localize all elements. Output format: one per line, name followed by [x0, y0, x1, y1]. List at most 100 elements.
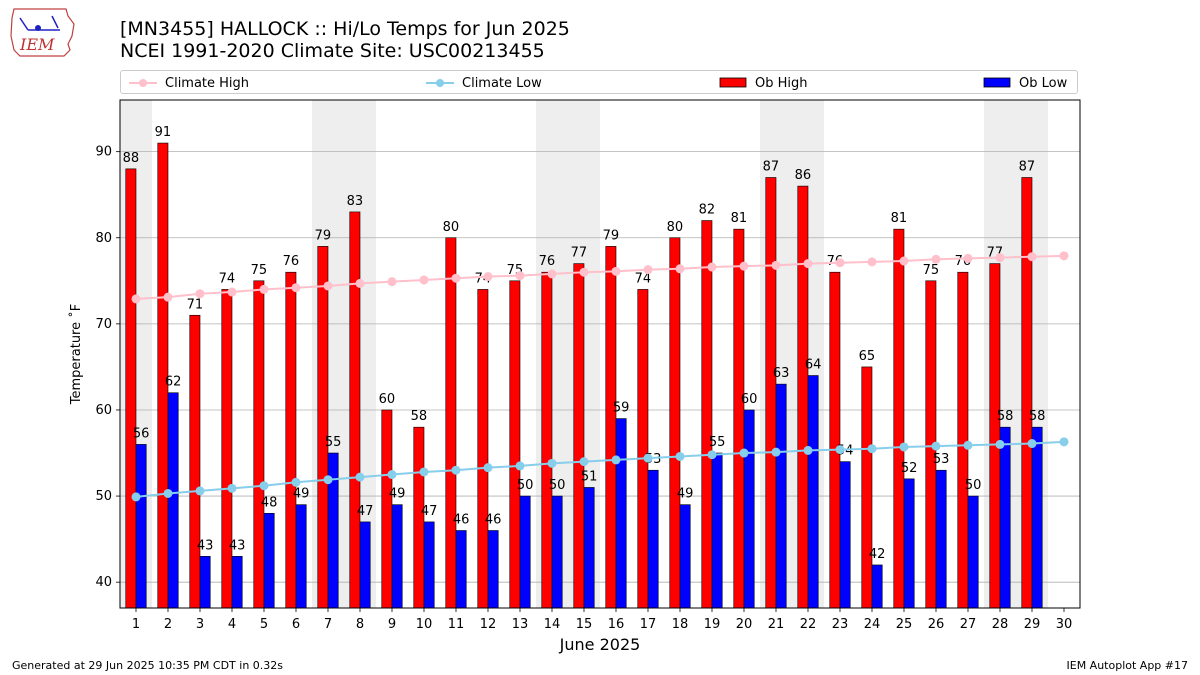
ob-high-bar [957, 271, 969, 609]
climate-high-point [131, 294, 141, 304]
legend: Climate High Climate Low Ob High Ob Low [120, 70, 1078, 94]
ob-low-label: 42 [869, 547, 886, 562]
climate-high-point [355, 278, 365, 288]
y-tick-label: 40 [95, 575, 112, 590]
climate-high-point [547, 269, 557, 279]
legend-ob-high: Ob High [719, 73, 808, 93]
climate-high-point [899, 256, 909, 266]
ob-high-bar [605, 246, 617, 609]
climate-high-point [195, 289, 205, 299]
climate-low-point [259, 481, 269, 491]
ob-high-bar [189, 314, 201, 609]
climate-low-point [291, 477, 301, 487]
ob-low-label: 55 [325, 435, 342, 450]
ob-low-label: 60 [741, 392, 758, 407]
ob-low-bar [295, 504, 307, 609]
legend-climate-low-marker [426, 79, 454, 87]
ob-low-label: 49 [293, 487, 310, 502]
title-line-2: NCEI 1991-2020 Climate Site: USC00213455 [120, 40, 545, 62]
ob-high-label: 75 [251, 263, 268, 278]
ob-low-label: 62 [165, 375, 182, 390]
legend-climate-low-label: Climate Low [462, 75, 542, 91]
ob-low-label: 51 [581, 469, 598, 484]
x-tick-label: 2 [164, 617, 172, 632]
ob-low-label: 58 [997, 409, 1014, 424]
ob-high-label: 77 [571, 246, 588, 261]
legend-ob-high-label: Ob High [755, 75, 808, 91]
legend-climate-low: Climate Low [426, 73, 542, 93]
climate-high-point [227, 287, 237, 297]
ob-high-bar [381, 409, 393, 609]
x-tick-label: 30 [1056, 617, 1073, 632]
ob-high-bar [221, 289, 233, 609]
climate-high-point [323, 281, 333, 291]
climate-low-point [643, 453, 653, 463]
climate-high-point [835, 258, 845, 268]
ob-high-bar [733, 228, 745, 609]
x-tick-label: 28 [992, 617, 1009, 632]
ob-high-label: 79 [603, 228, 620, 243]
legend-climate-high: Climate High [129, 73, 249, 93]
ob-low-bar [519, 495, 531, 609]
y-axis-label: Temperature ˚F [68, 304, 84, 405]
ob-high-label: 82 [699, 203, 716, 218]
x-tick-label: 19 [704, 617, 721, 632]
ob-low-bar [487, 530, 499, 609]
ob-low-label: 43 [197, 538, 214, 553]
ob-low-bar [647, 469, 659, 609]
iem-logo: IEM [10, 8, 75, 57]
ob-low-label: 46 [485, 513, 502, 528]
x-tick-label: 9 [388, 617, 396, 632]
ob-low-bar [551, 495, 563, 609]
ob-low-label: 55 [709, 435, 726, 450]
climate-high-point [515, 271, 525, 281]
ob-low-label: 53 [933, 452, 950, 467]
ob-high-label: 74 [219, 271, 236, 286]
ob-high-bar [253, 280, 265, 609]
ob-high-label: 87 [763, 159, 780, 174]
ob-high-bar [285, 271, 297, 609]
ob-low-label: 64 [805, 358, 822, 373]
plot-frame [119, 99, 1081, 609]
ob-low-label: 47 [421, 504, 438, 519]
x-axis-label: June 2025 [559, 635, 641, 654]
ob-high-label: 91 [155, 125, 172, 140]
ob-low-label: 49 [677, 487, 694, 502]
climate-high-point [867, 257, 877, 267]
climate-high-point [291, 283, 301, 293]
legend-climate-high-marker [129, 79, 157, 87]
legend-climate-high-label: Climate High [165, 75, 250, 91]
x-tick-label: 15 [576, 617, 593, 632]
ob-low-label: 50 [965, 478, 982, 493]
climate-low-point [963, 440, 973, 450]
ob-low-label: 50 [549, 478, 566, 493]
climate-high-point [1027, 252, 1037, 262]
climate-low-point [387, 470, 397, 480]
ob-high-bar [317, 246, 329, 609]
legend-ob-high-marker [719, 77, 747, 88]
ob-high-label: 71 [187, 297, 204, 312]
climate-high-line [135, 254, 1065, 300]
x-tick-label: 17 [640, 617, 657, 632]
legend-ob-low: Ob Low [983, 73, 1067, 93]
ob-high-label: 81 [891, 211, 908, 226]
ob-high-bar [509, 280, 521, 609]
climate-low-point [355, 472, 365, 482]
climate-high-point [707, 262, 717, 272]
ob-low-bar [935, 469, 947, 609]
climate-low-point [739, 448, 749, 458]
climate-low-point [867, 444, 877, 454]
ob-high-bar [1021, 177, 1033, 609]
climate-low-point [611, 455, 621, 465]
climate-high-point [771, 260, 781, 270]
ob-high-label: 60 [379, 392, 396, 407]
climate-low-point [899, 442, 909, 452]
x-tick-label: 3 [196, 617, 204, 632]
climate-low-point [931, 441, 941, 451]
ob-low-bar [999, 426, 1011, 609]
climate-high-point [387, 277, 397, 287]
ob-low-bar [711, 452, 723, 609]
ob-high-bar [637, 289, 649, 609]
x-tick-label: 24 [864, 617, 881, 632]
